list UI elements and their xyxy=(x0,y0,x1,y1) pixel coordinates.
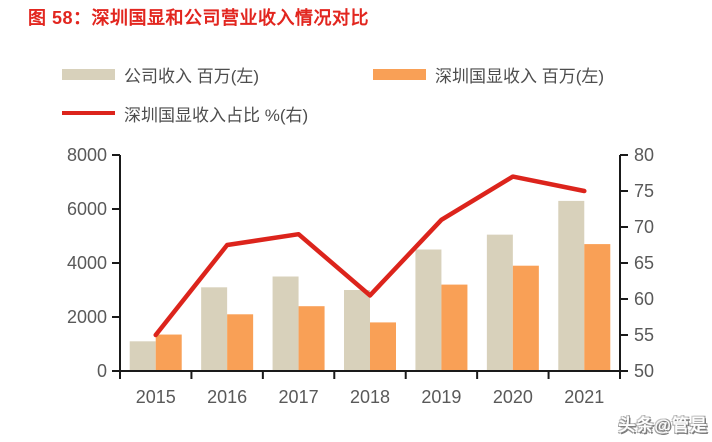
bar-guoxian-2018 xyxy=(370,322,396,371)
legend-swatch-ratio-line xyxy=(62,111,115,115)
legend-item-company: 公司收入 百万(左) xyxy=(62,63,260,86)
legend-label-guoxian: 深圳国显收入 百万(左) xyxy=(435,66,605,86)
x-axis-category-label: 2016 xyxy=(207,387,247,407)
ratio-line xyxy=(153,174,587,338)
legend-item-ratio: 深圳国显收入占比 %(右) xyxy=(62,102,309,125)
x-axis-category-label: 2015 xyxy=(136,387,176,407)
watermark: 头条@管是 xyxy=(618,416,708,435)
right-axis-tick-label: 75 xyxy=(634,181,654,201)
legend-swatch-company-bar xyxy=(62,68,115,80)
legend-label-company: 公司收入 百万(左) xyxy=(124,66,260,86)
left-axis-tick-label: 6000 xyxy=(67,199,107,219)
left-axis-tick-label: 2000 xyxy=(67,307,107,327)
bar-guoxian-2016 xyxy=(227,314,254,371)
right-axis-tick-label: 70 xyxy=(634,217,654,237)
x-axis-category-label: 2018 xyxy=(350,387,390,407)
bar-guoxian-2017 xyxy=(298,306,325,371)
bar-company-2017 xyxy=(272,276,299,371)
legend-label-ratio: 深圳国显收入占比 %(右) xyxy=(124,105,309,125)
left-axis-tick-label: 0 xyxy=(97,361,107,381)
bar-guoxian-2019 xyxy=(441,284,468,371)
bar-guoxian-2020 xyxy=(512,265,539,371)
left-axis-tick-label: 8000 xyxy=(67,145,107,165)
right-axis-tick-label: 80 xyxy=(634,145,654,165)
bar-guoxian-2021 xyxy=(584,244,611,371)
right-axis-tick-label: 50 xyxy=(634,361,654,381)
x-axis-category-label: 2017 xyxy=(279,387,319,407)
bar-company-2016 xyxy=(201,287,228,371)
bar-guoxian-2015 xyxy=(155,334,182,371)
bar-company-2019 xyxy=(415,249,442,371)
x-axis-category-label: 2019 xyxy=(421,387,461,407)
legend-swatch-guoxian-bar xyxy=(373,68,426,80)
left-axis-tick-label: 4000 xyxy=(67,253,107,273)
bar-company-2015 xyxy=(129,341,156,371)
right-axis-tick-label: 60 xyxy=(634,289,654,309)
x-axis-category-label: 2020 xyxy=(493,387,533,407)
bar-company-2021 xyxy=(558,200,585,371)
figure-title: 图 58：深圳国显和公司营业收入情况对比 xyxy=(28,8,370,28)
bar-company-2020 xyxy=(486,234,513,371)
right-axis-tick-label: 55 xyxy=(634,325,654,345)
right-axis-tick-label: 65 xyxy=(634,253,654,273)
bar-company-2018 xyxy=(344,290,370,371)
x-axis-category-label: 2021 xyxy=(564,387,604,407)
legend-item-guoxian: 深圳国显收入 百万(左) xyxy=(373,63,605,86)
